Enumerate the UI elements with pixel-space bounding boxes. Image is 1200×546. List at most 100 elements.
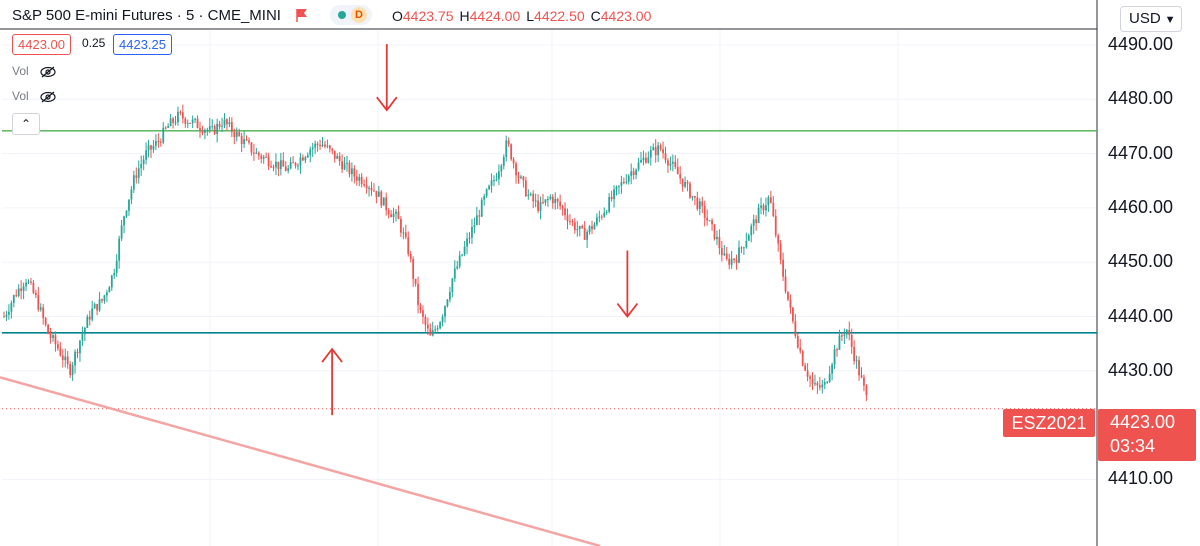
currency-select[interactable]: USD ▼ <box>1120 6 1182 32</box>
candle-body <box>769 197 772 203</box>
candle-body <box>848 329 851 335</box>
symbol-title[interactable]: S&P 500 E-mini Futures · 5 · CME_MINI <box>12 7 281 24</box>
candle-body <box>3 316 5 318</box>
candle-body <box>284 166 287 171</box>
candle-body <box>37 295 40 310</box>
volume-indicator-label-2[interactable]: Vol <box>12 89 29 103</box>
candle-body <box>544 199 547 203</box>
candle-body <box>757 207 760 223</box>
eye-hidden-icon[interactable] <box>40 91 56 103</box>
candle-body <box>630 171 633 176</box>
candle-body <box>292 162 294 164</box>
candle-body <box>458 255 461 267</box>
candle-body <box>370 187 373 191</box>
ask-price[interactable]: 4423.25 <box>113 34 172 55</box>
candle-body <box>363 184 366 186</box>
candle-body <box>223 119 226 126</box>
candle-body <box>527 194 530 197</box>
candle-body <box>495 179 498 181</box>
candle-body <box>297 165 299 167</box>
candle-body <box>449 292 451 300</box>
candle-body <box>17 288 20 296</box>
flag-icon[interactable] <box>296 8 308 22</box>
arrow-down-icon[interactable] <box>376 44 398 112</box>
candle-body <box>752 219 755 226</box>
candle-body <box>850 334 853 347</box>
candle-body <box>801 351 804 366</box>
candle-body <box>204 130 206 133</box>
candle-body <box>549 196 552 200</box>
candle-body <box>733 258 735 260</box>
candle-body <box>461 254 464 256</box>
ohlc-value: 4424.00 <box>469 8 521 24</box>
candle-body <box>341 161 343 170</box>
candle-body <box>30 281 32 283</box>
candle-body <box>831 364 833 374</box>
candle-body <box>221 125 223 127</box>
candle-body <box>400 218 402 233</box>
candle-body <box>47 324 49 334</box>
candle-body <box>321 144 324 147</box>
price-tick-label: 4460.00 <box>1108 196 1174 217</box>
candle-body <box>605 211 608 213</box>
candle-body <box>664 153 667 161</box>
arrow-down-icon[interactable] <box>616 250 639 318</box>
candle-body <box>419 304 422 311</box>
candle-body <box>74 351 76 366</box>
candle-body <box>245 139 248 141</box>
candle-body <box>275 161 277 168</box>
candle-body <box>404 232 407 238</box>
candle-body <box>811 378 814 384</box>
bid-price[interactable]: 4423.00 <box>12 34 71 55</box>
collapse-legend-button[interactable]: ⌃ <box>12 113 40 135</box>
candle-body <box>248 140 250 143</box>
candle-body <box>267 156 270 167</box>
candle-body <box>331 148 334 151</box>
candle-body <box>98 299 101 311</box>
candle-body <box>816 383 819 386</box>
candle-body <box>596 217 598 225</box>
ohlc-values: O4423.75 H4424.00 L4422.50 C4423.00 <box>392 8 657 24</box>
ohlc-label: L <box>526 8 535 24</box>
candle-body <box>711 220 713 225</box>
candle-body <box>488 185 490 190</box>
candle-body <box>282 160 285 167</box>
candle-body <box>441 316 444 323</box>
candle-body <box>745 240 748 248</box>
candle-body <box>108 287 111 293</box>
candle-body <box>360 176 363 185</box>
candle-body <box>414 278 417 284</box>
candle-body <box>772 202 775 217</box>
candle-body <box>71 365 74 375</box>
candle-body <box>20 288 23 291</box>
candle-body <box>716 236 718 240</box>
volume-indicator-label[interactable]: Vol <box>12 64 29 78</box>
candle-body <box>669 163 672 166</box>
candle-body <box>539 202 542 211</box>
candle-body <box>542 202 544 204</box>
candle-body <box>167 126 170 128</box>
arrow-up-icon[interactable] <box>321 347 343 416</box>
candle-body <box>468 237 471 239</box>
candle-body <box>779 243 782 260</box>
candle-body <box>681 178 684 187</box>
candle-body <box>262 156 265 159</box>
candle-body <box>806 370 809 377</box>
candle-body <box>547 199 549 201</box>
ohlc-label: C <box>590 8 601 24</box>
market-status[interactable]: D <box>330 5 372 25</box>
candle-body <box>174 122 177 124</box>
trend-line[interactable] <box>0 376 601 546</box>
candle-body <box>615 186 618 190</box>
candle-body <box>865 385 868 395</box>
eye-hidden-icon[interactable] <box>40 66 56 78</box>
candle-body <box>238 132 241 137</box>
candle-body <box>191 119 194 124</box>
candle-body <box>216 123 219 134</box>
candle-body <box>218 123 221 127</box>
candle-body <box>103 295 106 301</box>
candle-body <box>240 136 243 145</box>
candle-body <box>561 206 564 209</box>
candle-body <box>120 225 123 239</box>
